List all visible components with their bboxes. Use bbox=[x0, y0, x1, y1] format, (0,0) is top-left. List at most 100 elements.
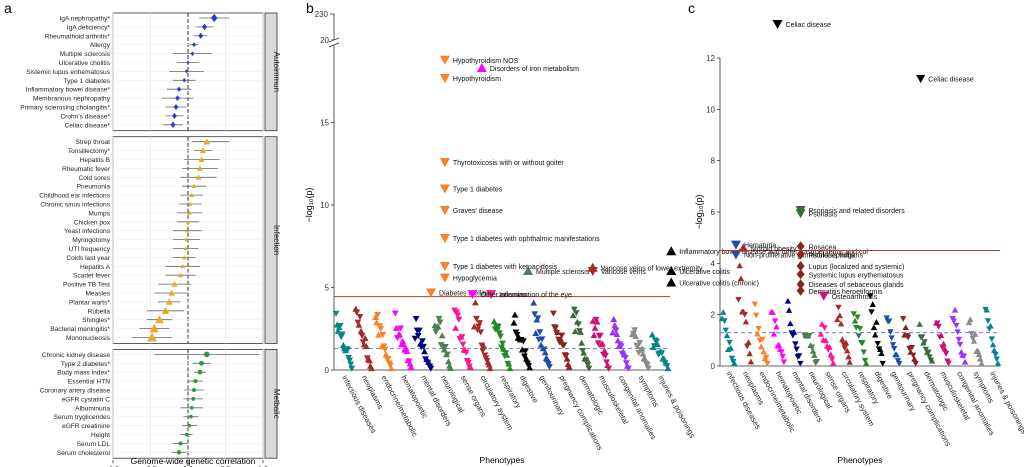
point-annotation: Rosacea bbox=[809, 244, 837, 251]
phewas-point bbox=[366, 357, 373, 364]
phewas-point bbox=[583, 355, 591, 362]
point-annotation: Varicose veins of lower extremity bbox=[601, 266, 703, 273]
phewas-point bbox=[368, 364, 375, 372]
phewas-point bbox=[723, 332, 731, 339]
phewas-point bbox=[599, 340, 606, 347]
phewas-point bbox=[909, 352, 917, 359]
annotated-point bbox=[916, 74, 926, 84]
axis-break-mark bbox=[328, 42, 340, 48]
estimate-point bbox=[191, 183, 197, 189]
phewas-point bbox=[534, 315, 542, 322]
phewas-point bbox=[975, 351, 983, 357]
phewas-point bbox=[925, 349, 932, 356]
annotated-point bbox=[796, 279, 805, 290]
phewas-point bbox=[475, 323, 482, 330]
phewas-point bbox=[379, 331, 387, 339]
y-axis-title: −log₁₀(p) bbox=[694, 194, 704, 229]
y-tick-label: 4 bbox=[711, 259, 716, 268]
phewas-point bbox=[585, 365, 593, 372]
estimate-point bbox=[201, 23, 208, 31]
phewas-point bbox=[911, 355, 918, 362]
phewas-point bbox=[503, 351, 511, 358]
phewas-point bbox=[969, 335, 976, 342]
row-label: Chronic sinus infections bbox=[40, 202, 110, 209]
point-annotation: Multiple sclerosis bbox=[536, 269, 590, 276]
phewas-point bbox=[793, 346, 800, 353]
phewas-point bbox=[736, 262, 743, 269]
phewas-point bbox=[485, 361, 493, 368]
phewas-point bbox=[984, 318, 992, 324]
row-label: Mononucleosis bbox=[66, 335, 111, 342]
annotated-point bbox=[666, 266, 677, 275]
phewas-point bbox=[821, 325, 828, 331]
phewas-point bbox=[877, 346, 884, 352]
phewas-point bbox=[928, 357, 936, 364]
estimate-point bbox=[198, 32, 204, 39]
row-label: Crohn's disease* bbox=[60, 113, 110, 120]
phewas-point bbox=[525, 362, 532, 369]
phewas-point bbox=[494, 323, 502, 330]
phewas-point bbox=[392, 324, 400, 331]
estimate-point bbox=[187, 210, 192, 215]
phewas-point bbox=[644, 365, 652, 372]
row-label: Type 1 diabetes bbox=[63, 78, 110, 85]
x-axis-title: Phenotypes bbox=[480, 455, 525, 465]
phewas-point bbox=[822, 337, 830, 344]
annotated-point bbox=[439, 55, 450, 65]
phewas-point bbox=[381, 346, 389, 353]
estimate-point bbox=[165, 298, 173, 305]
phewas-point bbox=[887, 329, 894, 336]
phewas-point bbox=[870, 324, 878, 331]
row-label: Primary sclerosing cholangitis* bbox=[20, 105, 110, 112]
estimate-point bbox=[203, 138, 211, 145]
phewas-point bbox=[353, 309, 361, 316]
phewas-point bbox=[745, 339, 752, 345]
row-label: Bacterial meningitis* bbox=[50, 326, 110, 333]
phewas-point bbox=[601, 347, 608, 354]
phewas-point bbox=[937, 332, 945, 338]
point-annotation: Celiac disease bbox=[928, 77, 974, 84]
row-label: Serum LDL bbox=[77, 441, 111, 448]
estimate-point bbox=[192, 42, 196, 48]
phewas-point bbox=[755, 325, 762, 332]
phewas-point bbox=[941, 345, 949, 352]
phewas-point bbox=[452, 324, 460, 331]
phewas-point bbox=[479, 347, 487, 354]
phewas-point bbox=[477, 329, 485, 336]
row-label: Shingles* bbox=[82, 317, 110, 324]
point-annotation: Inflammation of the eye bbox=[499, 292, 572, 299]
phewas-point bbox=[954, 329, 961, 336]
phewas-point bbox=[972, 330, 979, 337]
phewas-point bbox=[455, 316, 463, 323]
phewas-point bbox=[654, 340, 661, 348]
estimate-point bbox=[173, 104, 179, 110]
estimate-point bbox=[191, 396, 196, 401]
row-label: Myringotomy bbox=[72, 237, 110, 244]
phewas-point bbox=[844, 347, 851, 354]
y-tick-label: 5 bbox=[325, 284, 330, 293]
phewas-point bbox=[605, 365, 613, 372]
phewas-point bbox=[987, 322, 994, 329]
phewas-point bbox=[495, 330, 503, 337]
phewas-point bbox=[630, 330, 637, 337]
phewas-point bbox=[375, 331, 383, 338]
phewas-point bbox=[577, 328, 584, 335]
phewas-point bbox=[420, 343, 427, 351]
row-label: Rubella bbox=[88, 308, 111, 315]
estimate-point bbox=[199, 360, 204, 366]
phewas-point bbox=[531, 311, 539, 318]
phewas-point bbox=[994, 360, 1002, 366]
phewas-point bbox=[613, 330, 621, 338]
phewas-point bbox=[771, 318, 779, 325]
phewas-point bbox=[811, 352, 818, 358]
phewas-point bbox=[837, 320, 845, 327]
category-label: injuries & poisonings bbox=[656, 374, 697, 440]
point-annotation: Diabetes mellitus bbox=[439, 290, 493, 297]
phewas-point bbox=[978, 360, 985, 366]
annotated-point bbox=[818, 291, 829, 301]
phewas-point bbox=[989, 341, 997, 348]
phewas-point bbox=[575, 321, 582, 328]
phewas-point bbox=[631, 327, 638, 334]
panel-a-forest-plot: Autoimmun IgA nephropathy*IgA deficiency*… bbox=[20, 12, 281, 467]
